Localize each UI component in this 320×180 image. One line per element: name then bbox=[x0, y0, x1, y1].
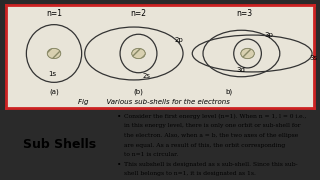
Text: 1s: 1s bbox=[48, 71, 57, 77]
Ellipse shape bbox=[241, 48, 254, 59]
Text: shell belongs to n=1, it is designated as 1s.: shell belongs to n=1, it is designated a… bbox=[124, 171, 256, 176]
Text: This subshell is designated as s sub-shell. Since this sub-: This subshell is designated as s sub-she… bbox=[124, 162, 298, 167]
Text: 2p: 2p bbox=[174, 37, 183, 43]
Text: in this energy level, there is only one orbit or sub-shell for: in this energy level, there is only one … bbox=[124, 123, 300, 128]
Text: Sub Shells: Sub Shells bbox=[23, 138, 96, 151]
Text: n=2: n=2 bbox=[131, 9, 147, 18]
Text: the electron. Also, when a = b, the two axes of the ellipse: the electron. Also, when a = b, the two … bbox=[124, 133, 298, 138]
Text: n=1: n=1 bbox=[46, 9, 62, 18]
Text: to n=1 is circular.: to n=1 is circular. bbox=[124, 152, 178, 157]
Text: Fig        Various sub-shells for the electrons: Fig Various sub-shells for the electrons bbox=[78, 99, 230, 105]
Text: are equal. As a result of this, the orbit corresponding: are equal. As a result of this, the orbi… bbox=[124, 143, 285, 148]
Text: (a): (a) bbox=[49, 89, 59, 95]
Ellipse shape bbox=[47, 48, 61, 59]
Text: 3p: 3p bbox=[265, 32, 274, 39]
Text: Consider the first energy level (n=1). When n = 1, l = 0 i.e.,: Consider the first energy level (n=1). W… bbox=[124, 114, 307, 119]
Text: b): b) bbox=[226, 89, 233, 95]
Text: n=3: n=3 bbox=[236, 9, 252, 18]
Text: •: • bbox=[117, 162, 121, 168]
Text: 2s: 2s bbox=[142, 73, 150, 78]
Text: 3d: 3d bbox=[236, 67, 245, 73]
Text: (b): (b) bbox=[133, 89, 143, 95]
Text: 3s: 3s bbox=[309, 55, 318, 61]
Ellipse shape bbox=[132, 48, 145, 59]
Text: •: • bbox=[117, 114, 121, 120]
